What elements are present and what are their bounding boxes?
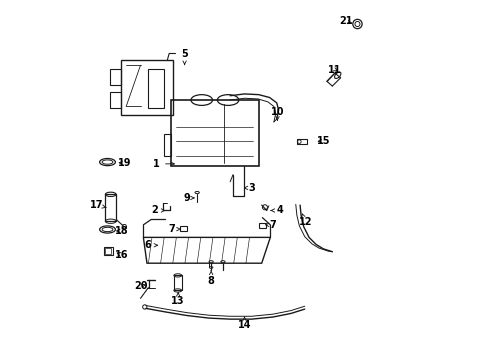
Text: 21: 21	[338, 17, 352, 27]
Text: 7: 7	[265, 220, 276, 230]
Bar	[110, 69, 121, 85]
Text: 8: 8	[207, 271, 214, 286]
Text: 19: 19	[118, 158, 131, 168]
Text: 17: 17	[90, 200, 106, 210]
Text: 14: 14	[237, 317, 251, 330]
Text: 1: 1	[153, 159, 174, 169]
Text: 16: 16	[115, 249, 128, 260]
Bar	[258, 224, 265, 228]
Text: 5: 5	[181, 49, 187, 64]
Text: 18: 18	[115, 226, 128, 236]
Bar	[121, 60, 172, 116]
Text: 4: 4	[270, 206, 283, 216]
Bar	[110, 92, 121, 108]
Text: 6: 6	[144, 240, 157, 250]
Text: 12: 12	[298, 214, 311, 227]
Text: 20: 20	[134, 281, 148, 291]
Text: 2: 2	[150, 206, 164, 216]
Text: 13: 13	[171, 293, 184, 306]
Bar	[180, 226, 187, 231]
Bar	[105, 194, 116, 221]
Text: 7: 7	[167, 224, 180, 234]
Text: 11: 11	[327, 64, 341, 75]
Text: 15: 15	[316, 136, 329, 146]
Bar	[104, 247, 112, 255]
Text: 9: 9	[183, 193, 194, 203]
Text: 3: 3	[244, 183, 255, 193]
Bar	[163, 134, 171, 156]
Bar	[171, 100, 258, 166]
Bar	[147, 69, 163, 108]
Bar	[105, 248, 111, 254]
Bar	[174, 275, 182, 291]
Text: 10: 10	[270, 107, 284, 120]
Bar	[296, 139, 306, 144]
